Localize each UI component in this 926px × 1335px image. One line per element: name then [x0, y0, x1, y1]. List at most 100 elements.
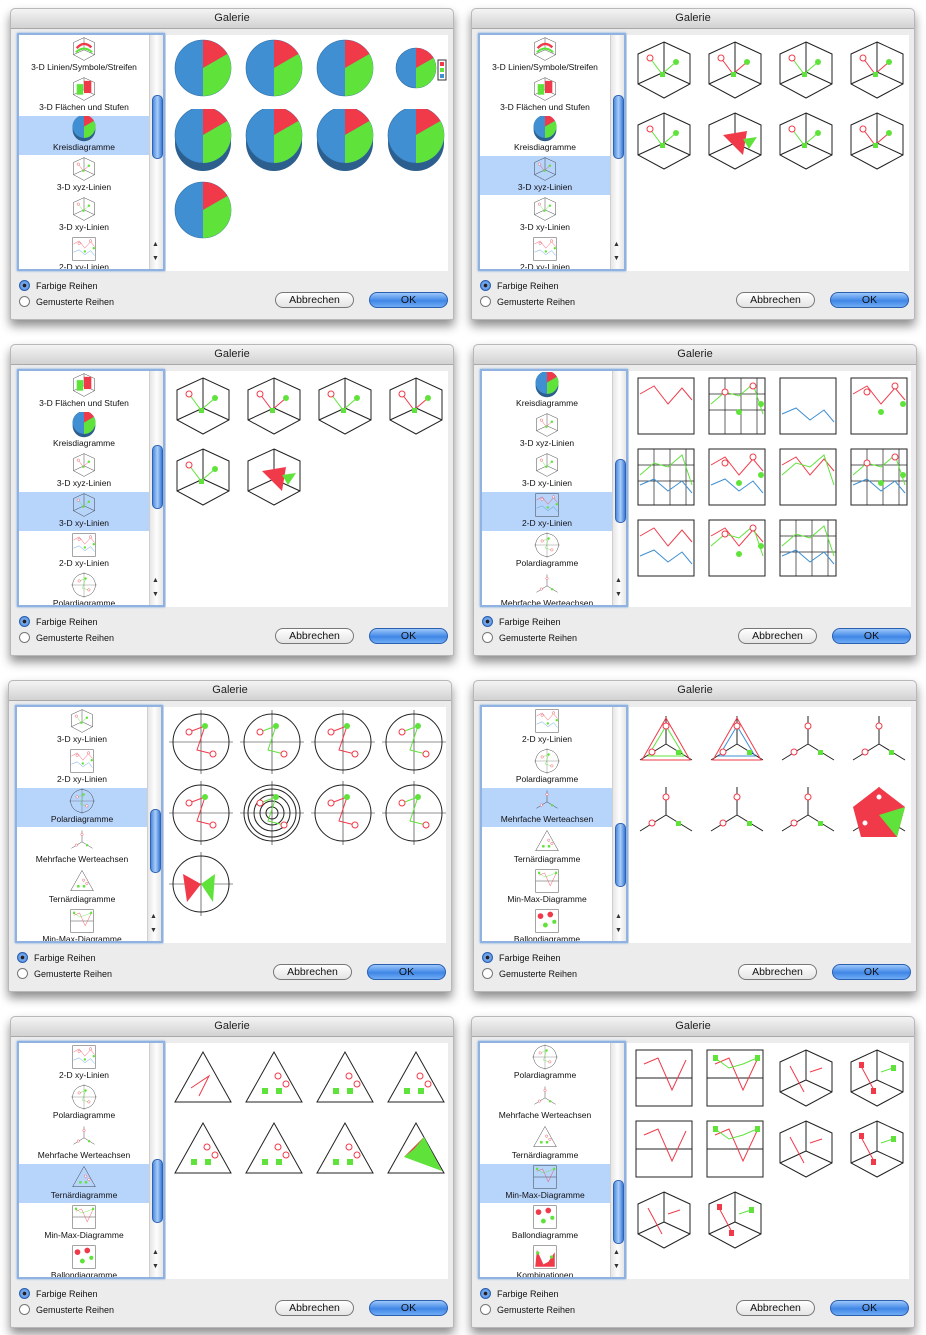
list-scrollbar[interactable]: ▲ ▼ [147, 707, 161, 941]
list-scrollbar[interactable]: ▲ ▼ [612, 707, 626, 941]
chart-variant-thumbnail[interactable] [847, 374, 911, 438]
chart-type-list[interactable]: Kreisdiagramme 3-D xyz-Linien 3-D xy-Lin… [480, 369, 628, 607]
chart-type-item[interactable]: Mehrfache Werteachsen [480, 1084, 610, 1123]
cancel-button[interactable]: Abbrechen [275, 628, 354, 644]
chart-type-item[interactable]: 3-D xyz-Linien [19, 156, 149, 195]
radio-button-icon[interactable] [19, 616, 30, 627]
chart-type-list[interactable]: 2-D xy-Linien Polardiagramme Mehrfache W… [17, 1041, 165, 1279]
cancel-button[interactable]: Abbrechen [738, 628, 817, 644]
chart-variant-thumbnail[interactable] [311, 710, 375, 774]
chart-type-item[interactable]: Ballondiagramme [482, 908, 612, 941]
chart-type-item[interactable]: Polardiagramme [19, 1084, 149, 1123]
ok-button[interactable]: OK [369, 1300, 448, 1316]
chart-type-item[interactable]: Kreisdiagramme [19, 412, 149, 451]
chart-variant-thumbnail[interactable] [634, 516, 698, 580]
radio-button-icon[interactable] [480, 1288, 491, 1299]
scroll-down-arrow-icon[interactable]: ▼ [150, 927, 157, 934]
chart-variant-thumbnail[interactable] [705, 516, 769, 580]
chart-variant-thumbnail[interactable] [382, 781, 446, 845]
chart-variant-thumbnail[interactable] [313, 106, 377, 173]
chart-type-item[interactable]: Mehrfache Werteachsen [19, 1124, 149, 1163]
colored-series-radio[interactable]: Farbige Reihen [19, 1288, 98, 1299]
scroll-down-arrow-icon[interactable]: ▼ [613, 255, 620, 262]
scroll-up-arrow-icon[interactable]: ▲ [152, 1249, 159, 1256]
chart-type-item[interactable]: Kombinationen [480, 1244, 610, 1277]
chart-type-item[interactable]: Min-Max-Diagramme [482, 868, 612, 907]
colored-series-radio[interactable]: Farbige Reihen [19, 280, 98, 291]
chart-variant-thumbnail[interactable] [171, 445, 235, 509]
chart-variant-thumbnail[interactable] [242, 38, 306, 102]
chart-type-item[interactable]: Polardiagramme [482, 532, 612, 571]
chart-variant-thumbnail[interactable] [632, 1117, 696, 1181]
patterned-series-radio[interactable]: Gemusterte Reihen [482, 968, 577, 979]
chart-type-item[interactable]: Ballondiagramme [480, 1204, 610, 1243]
chart-variant-thumbnail[interactable] [705, 374, 769, 438]
patterned-series-radio[interactable]: Gemusterte Reihen [17, 968, 112, 979]
chart-type-list[interactable]: 3-D Flächen und Stufen Kreisdiagramme 3-… [17, 369, 165, 607]
chart-variant-thumbnail[interactable] [240, 710, 304, 774]
radio-button-icon[interactable] [480, 280, 491, 291]
list-scrollbar[interactable]: ▲ ▼ [610, 1043, 624, 1277]
chart-variant-thumbnail[interactable] [845, 38, 909, 102]
list-scrollbar[interactable]: ▲ ▼ [612, 371, 626, 605]
scroll-down-arrow-icon[interactable]: ▼ [152, 255, 159, 262]
chart-variant-thumbnail[interactable] [171, 1046, 235, 1110]
radio-button-icon[interactable] [17, 952, 28, 963]
chart-variant-thumbnail[interactable] [632, 109, 696, 173]
chart-type-item[interactable]: Kreisdiagramme [480, 116, 610, 155]
chart-variant-thumbnail[interactable] [384, 1046, 448, 1110]
chart-variant-thumbnail[interactable] [776, 374, 840, 438]
chart-type-item[interactable]: Ternärdiagramme [482, 828, 612, 867]
scroll-down-arrow-icon[interactable]: ▼ [615, 591, 622, 598]
chart-type-item[interactable]: 3-D xy-Linien [482, 452, 612, 491]
chart-variant-thumbnail[interactable] [240, 781, 304, 845]
radio-button-icon[interactable] [19, 1304, 30, 1315]
list-scrollbar[interactable]: ▲ ▼ [149, 35, 163, 269]
chart-variant-thumbnail[interactable] [774, 109, 838, 173]
chart-type-item[interactable]: Mehrfache Werteachsen [17, 828, 147, 867]
chart-type-list[interactable]: 3-D xy-Linien 2-D xy-Linien Polardiagramm… [15, 705, 163, 943]
ok-button[interactable]: OK [367, 964, 446, 980]
cancel-button[interactable]: Abbrechen [275, 1300, 354, 1316]
scrollbar-thumb[interactable] [152, 95, 163, 159]
list-scrollbar[interactable]: ▲ ▼ [149, 371, 163, 605]
chart-variant-thumbnail[interactable] [242, 445, 306, 509]
chart-type-item[interactable]: Min-Max-Diagramme [17, 908, 147, 941]
chart-variant-thumbnail[interactable] [313, 1117, 377, 1181]
chart-type-item[interactable]: Polardiagramme [480, 1044, 610, 1083]
chart-variant-thumbnail[interactable] [634, 781, 698, 845]
chart-variant-thumbnail[interactable] [171, 1117, 235, 1181]
list-scrollbar[interactable]: ▲ ▼ [149, 1043, 163, 1277]
colored-series-radio[interactable]: Farbige Reihen [480, 280, 559, 291]
chart-variant-thumbnail[interactable] [171, 374, 235, 438]
cancel-button[interactable]: Abbrechen [738, 964, 817, 980]
scroll-up-arrow-icon[interactable]: ▲ [615, 577, 622, 584]
chart-variant-thumbnail[interactable] [242, 374, 306, 438]
chart-type-item[interactable]: 3-D xyz-Linien [480, 156, 610, 195]
chart-variant-thumbnail[interactable] [171, 106, 235, 173]
chart-type-item[interactable]: Kreisdiagramme [19, 116, 149, 155]
ok-button[interactable]: OK [832, 628, 911, 644]
radio-button-icon[interactable] [482, 968, 493, 979]
scroll-down-arrow-icon[interactable]: ▼ [613, 1263, 620, 1270]
radio-button-icon[interactable] [19, 632, 30, 643]
chart-variant-thumbnail[interactable] [384, 38, 448, 102]
scroll-up-arrow-icon[interactable]: ▲ [150, 913, 157, 920]
cancel-button[interactable]: Abbrechen [736, 292, 815, 308]
radio-button-icon[interactable] [19, 1288, 30, 1299]
chart-variant-thumbnail[interactable] [774, 1117, 838, 1181]
chart-type-item[interactable]: 2-D xy-Linien [482, 492, 612, 531]
chart-variant-thumbnail[interactable] [703, 109, 767, 173]
colored-series-radio[interactable]: Farbige Reihen [17, 952, 96, 963]
chart-variant-thumbnail[interactable] [703, 38, 767, 102]
cancel-button[interactable]: Abbrechen [275, 292, 354, 308]
scroll-up-arrow-icon[interactable]: ▲ [152, 241, 159, 248]
chart-variant-thumbnail[interactable] [845, 1117, 909, 1181]
chart-type-item[interactable]: Polardiagramme [17, 788, 147, 827]
chart-variant-thumbnail[interactable] [776, 710, 840, 774]
chart-variant-thumbnail[interactable] [384, 1117, 448, 1181]
chart-type-item[interactable]: 3-D xy-Linien [17, 708, 147, 747]
colored-series-radio[interactable]: Farbige Reihen [19, 616, 98, 627]
chart-type-item[interactable]: 3-D xyz-Linien [482, 412, 612, 451]
chart-type-item[interactable]: 3-D Flächen und Stufen [480, 76, 610, 115]
